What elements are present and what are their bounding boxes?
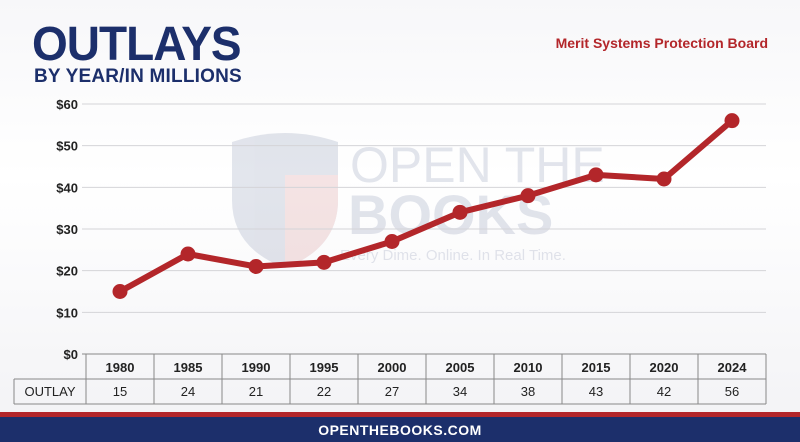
table-row-label: OUTLAY — [24, 384, 75, 399]
shield-icon — [232, 133, 338, 268]
footer-link[interactable]: OPENTHEBOOKS.COM — [318, 421, 482, 438]
data-table: OUTLAY 1980 15 1985 24 1990 21 1995 22 2000 27 2005… — [13, 354, 767, 405]
x-tick-label: 2010 — [514, 360, 543, 375]
data-point — [724, 113, 740, 129]
x-tick-label: 2020 — [650, 360, 679, 375]
watermark: OPEN THE BOOKS Every Dime. Online. In Re… — [232, 133, 605, 268]
agency-name: Merit Systems Protection Board — [555, 35, 768, 51]
data-point — [384, 234, 400, 249]
y-tick-label: $60 — [56, 97, 78, 112]
data-point — [452, 204, 468, 220]
data-label: 22 — [317, 384, 331, 399]
x-tick-label: 2024 — [718, 360, 748, 375]
page-title: OUTLAYS — [32, 15, 242, 71]
footer-bar: OPENTHEBOOKS.COM — [0, 412, 800, 442]
data-point — [656, 171, 672, 187]
watermark-tagline: Every Dime. Online. In Real Time. — [340, 247, 566, 264]
data-label: 24 — [181, 384, 195, 399]
data-point — [588, 167, 604, 183]
y-tick-label: $40 — [56, 180, 78, 195]
data-point — [316, 254, 332, 270]
data-point — [112, 284, 128, 299]
shield-stripes — [285, 175, 338, 268]
data-label: 42 — [657, 384, 671, 399]
x-tick-label: 1985 — [174, 360, 203, 375]
data-point — [248, 259, 264, 274]
data-label: 34 — [453, 384, 467, 399]
x-tick-label: 2000 — [378, 360, 407, 375]
page-subtitle: BY YEAR/IN MILLIONS — [34, 66, 242, 87]
x-tick-label: 1990 — [242, 360, 271, 375]
data-label: 27 — [385, 384, 399, 399]
y-tick-label: $10 — [56, 305, 78, 320]
x-tick-label: 2015 — [582, 360, 611, 375]
x-tick-label: 1980 — [106, 360, 135, 375]
y-tick-label: $20 — [56, 264, 78, 279]
grid-lines — [82, 103, 766, 355]
data-point — [520, 188, 536, 204]
series-line — [117, 117, 735, 295]
data-label: 15 — [113, 384, 127, 399]
data-label: 56 — [725, 384, 739, 399]
data-point — [180, 246, 196, 262]
y-tick-label: $30 — [56, 222, 78, 237]
data-label: 21 — [249, 384, 263, 399]
data-label: 38 — [521, 384, 535, 399]
x-tick-label: 1995 — [310, 360, 339, 375]
x-tick-label: 2005 — [446, 360, 475, 375]
y-tick-label: $50 — [56, 139, 78, 154]
outlay-series — [112, 113, 740, 299]
y-tick-label: $0 — [64, 347, 78, 362]
data-label: 43 — [589, 384, 603, 399]
y-axis-ticks: $0 $10 $20 $30 $40 $50 $60 — [56, 97, 78, 362]
